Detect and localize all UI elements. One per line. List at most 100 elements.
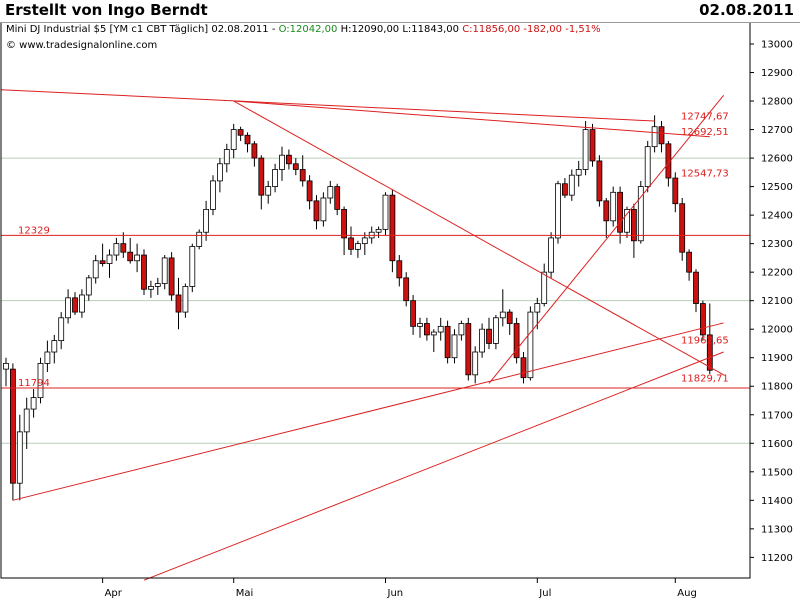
y-tick-label: 12100 — [761, 296, 793, 307]
candle — [403, 277, 410, 302]
candle — [417, 323, 423, 327]
candle — [706, 334, 713, 371]
candle — [637, 186, 644, 242]
candle — [58, 317, 65, 342]
candle — [237, 129, 244, 136]
y-tick-label: 12700 — [761, 125, 793, 136]
candle — [85, 277, 92, 296]
candle — [679, 203, 686, 253]
legend-source: © www.tradesignalonline.com — [6, 40, 157, 51]
candle — [37, 363, 44, 399]
y-tick-label: 11400 — [761, 496, 793, 507]
y-tick-label: 12600 — [761, 154, 793, 165]
candle — [23, 408, 30, 433]
trend-line — [233, 100, 710, 138]
level-label: 11794 — [18, 378, 50, 389]
candle — [106, 254, 113, 265]
candle — [141, 254, 147, 290]
candle — [299, 169, 306, 182]
candle — [458, 323, 465, 336]
title-bar: Erstellt von Ingo Berndt 02.08.2011 — [0, 0, 800, 23]
candle — [258, 157, 265, 196]
legend-instrument: Mini DJ Industrial $5 [YM c1 CBT Täglich… — [6, 24, 601, 35]
x-tick-label: Apr — [105, 588, 123, 599]
candle — [479, 328, 486, 353]
candle — [389, 194, 396, 262]
candle — [589, 129, 596, 162]
candle — [272, 169, 279, 188]
candle — [555, 183, 561, 239]
candle — [658, 126, 665, 145]
candle — [375, 228, 382, 233]
candle — [541, 271, 548, 304]
candle — [527, 311, 534, 379]
legend-high-low: H:12090,00 L:11843,00 — [337, 24, 462, 35]
chart-author-title: Erstellt von Ingo Berndt — [5, 1, 208, 19]
candle — [451, 334, 458, 359]
grid-lines — [1, 157, 750, 444]
candle — [182, 286, 189, 313]
candle — [79, 294, 85, 313]
candle — [520, 357, 527, 379]
candle — [175, 294, 182, 313]
candle — [230, 129, 237, 150]
candle — [700, 303, 706, 336]
y-tick-label: 11600 — [761, 439, 793, 450]
candle — [134, 254, 141, 262]
candle — [693, 271, 699, 304]
candle — [72, 297, 78, 313]
candle — [396, 260, 403, 279]
candle — [9, 368, 16, 484]
candle — [437, 325, 444, 333]
y-tick-label: 11900 — [761, 353, 793, 364]
y-tick-label: 12300 — [761, 239, 793, 250]
candle — [348, 237, 354, 250]
candle — [210, 180, 216, 210]
x-tick-label: Jun — [387, 588, 404, 599]
candle — [306, 180, 313, 202]
candle — [513, 323, 520, 359]
candle — [644, 146, 651, 187]
y-tick-label: 12900 — [761, 68, 793, 79]
y-tick-label: 12000 — [761, 325, 793, 336]
level-label: 12329 — [18, 225, 50, 236]
candle — [113, 243, 120, 256]
level-labels: 12329 11794 12747,67 12692,51 12547,73 11962,… — [18, 111, 729, 388]
candle — [161, 257, 168, 284]
candle — [313, 200, 320, 222]
trend-lines — [0, 89, 750, 581]
candle — [341, 209, 348, 239]
candle — [596, 160, 603, 202]
candle — [334, 186, 341, 210]
candle — [506, 311, 513, 324]
candle — [30, 397, 37, 410]
candle — [292, 163, 299, 170]
y-axis: 11200 11300 11400 11500 11600 11700 11800 11900… — [750, 40, 793, 564]
candle — [120, 243, 127, 253]
trend-line — [143, 351, 724, 581]
candle — [423, 323, 430, 336]
candle — [196, 231, 203, 247]
trend-line — [0, 89, 655, 122]
y-tick-label: 12400 — [761, 211, 793, 222]
candle — [624, 209, 630, 233]
candle — [486, 328, 492, 344]
trend-line — [233, 100, 724, 376]
candle — [320, 197, 327, 222]
trend-line — [488, 95, 724, 384]
candle — [430, 331, 437, 336]
candle — [465, 323, 472, 376]
y-tick-label: 11500 — [761, 467, 793, 478]
candle — [223, 149, 230, 165]
candle — [44, 351, 51, 364]
candle — [382, 194, 389, 230]
candle — [631, 209, 637, 242]
candle — [410, 300, 417, 327]
candle — [672, 177, 679, 205]
chart-date: 02.08.2011 — [699, 1, 794, 19]
y-tick-label: 11300 — [761, 524, 793, 535]
candle — [603, 200, 610, 222]
candle — [99, 260, 106, 265]
y-tick-label: 11200 — [761, 553, 793, 564]
